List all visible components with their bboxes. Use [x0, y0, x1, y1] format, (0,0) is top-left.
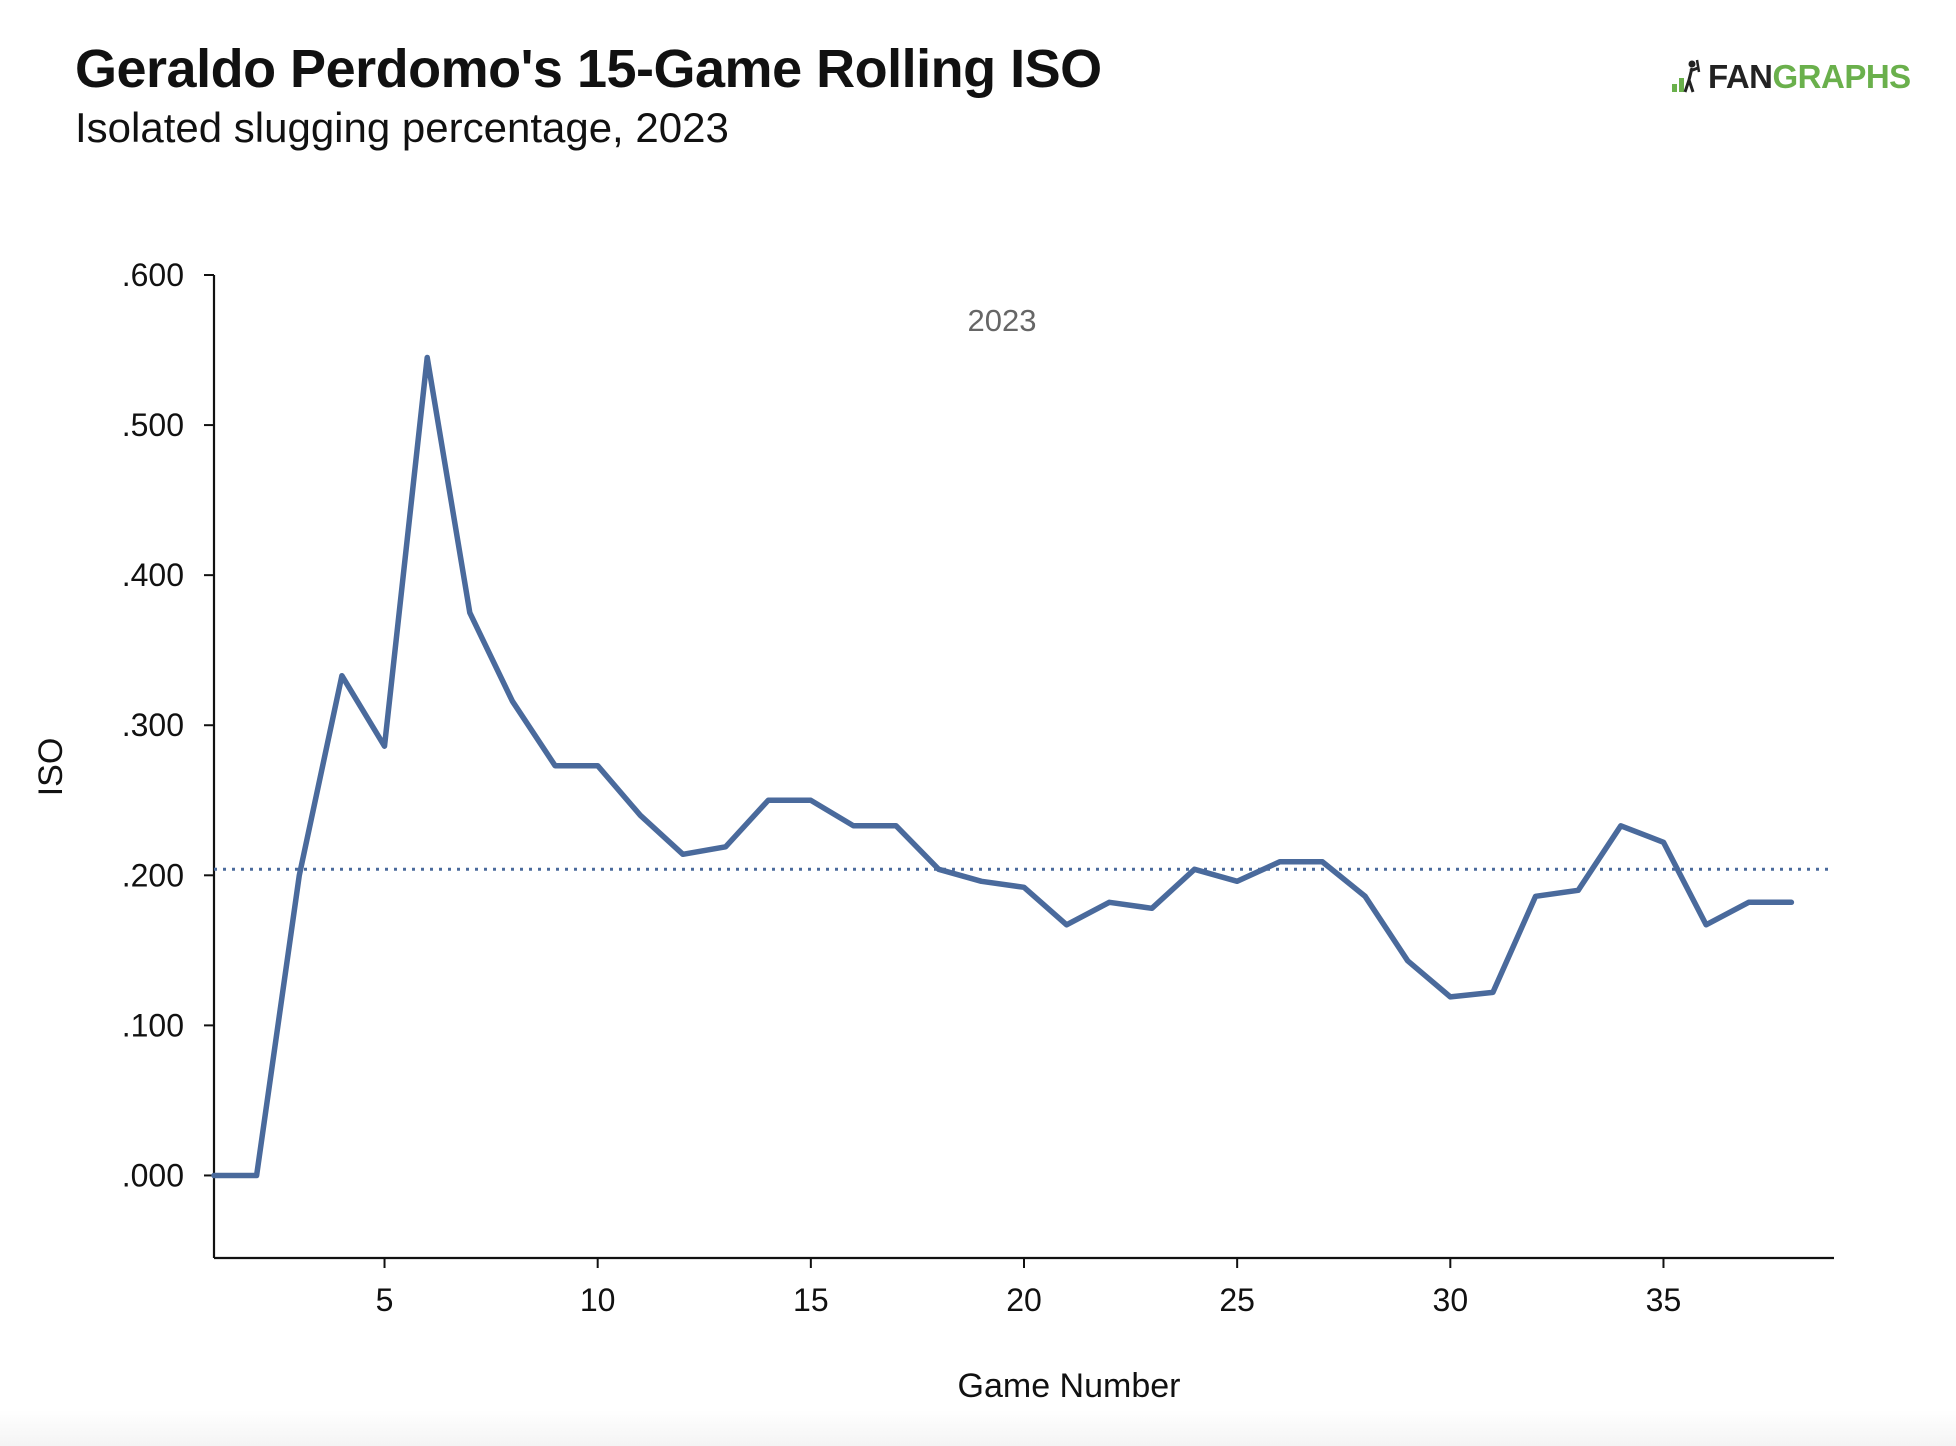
fangraphs-batter-icon — [1672, 59, 1701, 93]
x-tick-label: 10 — [580, 1282, 616, 1318]
iso-series-line — [211, 354, 1795, 1179]
chart-title: Geraldo Perdomo's 15-Game Rolling ISO — [75, 39, 1102, 99]
season-annotation: 2023 — [968, 303, 1037, 338]
y-tick-label: .300 — [122, 707, 184, 743]
fangraphs-logo: FANGRAPHS — [1668, 58, 1911, 98]
x-tick-label: 35 — [1646, 1282, 1682, 1318]
y-tick-label: .200 — [122, 857, 184, 893]
x-tick-label: 5 — [376, 1282, 394, 1318]
y-tick-label: .500 — [122, 407, 184, 443]
logo-text-fan: FAN — [1708, 58, 1773, 95]
x-tick-label: 15 — [793, 1282, 829, 1318]
y-tick-label: .000 — [122, 1157, 184, 1193]
y-tick-label: .600 — [122, 257, 184, 293]
y-axis-title: ISO — [32, 738, 70, 797]
logo-text-graphs: GRAPHS — [1772, 58, 1912, 95]
x-tick-label: 25 — [1219, 1282, 1255, 1318]
x-tick-label: 20 — [1006, 1282, 1042, 1318]
x-axis-title: Game Number — [958, 1367, 1181, 1405]
y-tick-label: .400 — [122, 557, 184, 593]
y-tick-label: .100 — [122, 1007, 184, 1043]
bottom-shade — [0, 1410, 1956, 1446]
chart-subtitle: Isolated slugging percentage, 2023 — [75, 104, 729, 151]
logo-text: FANGRAPHS — [1708, 58, 1911, 96]
x-tick-label: 30 — [1433, 1282, 1469, 1318]
